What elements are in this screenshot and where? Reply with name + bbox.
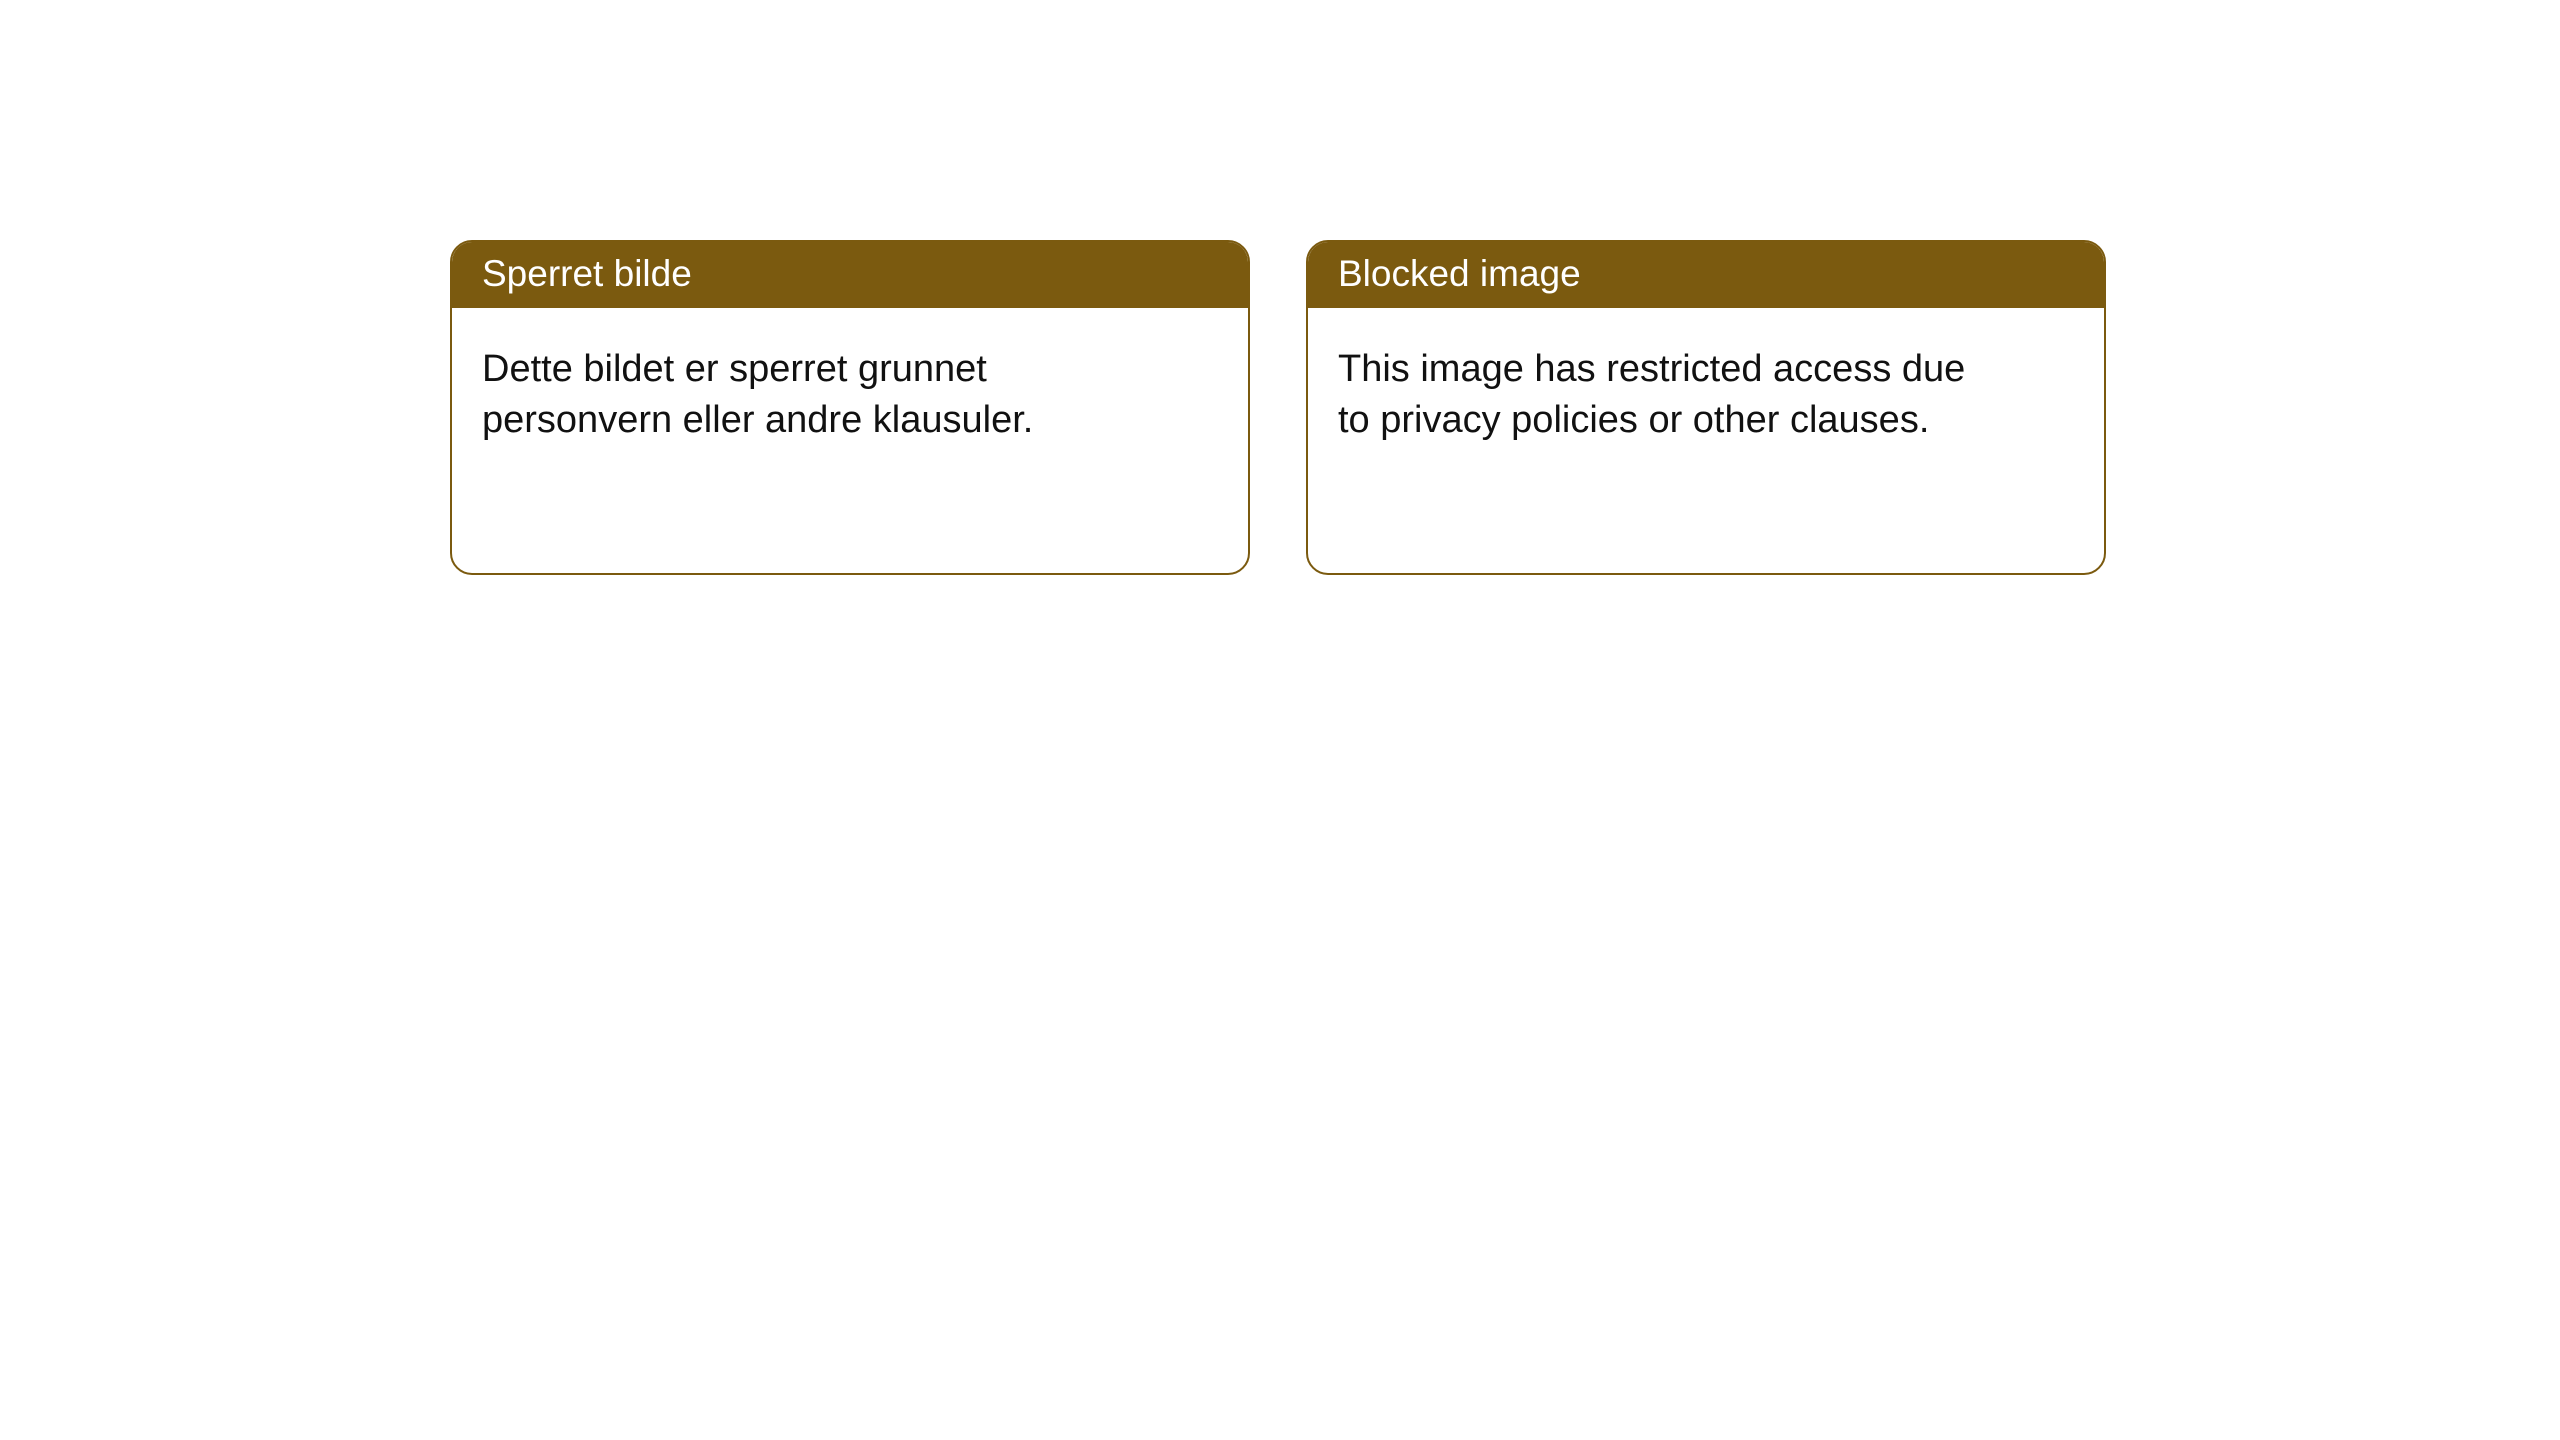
notice-card-norwegian: Sperret bilde Dette bildet er sperret gr… [450,240,1250,575]
notice-card-body: Dette bildet er sperret grunnet personve… [452,308,1152,477]
notice-card-title: Sperret bilde [452,242,1248,308]
notice-card-title: Blocked image [1308,242,2104,308]
notice-card-english: Blocked image This image has restricted … [1306,240,2106,575]
notice-cards-container: Sperret bilde Dette bildet er sperret gr… [0,0,2560,575]
notice-card-body: This image has restricted access due to … [1308,308,2008,477]
